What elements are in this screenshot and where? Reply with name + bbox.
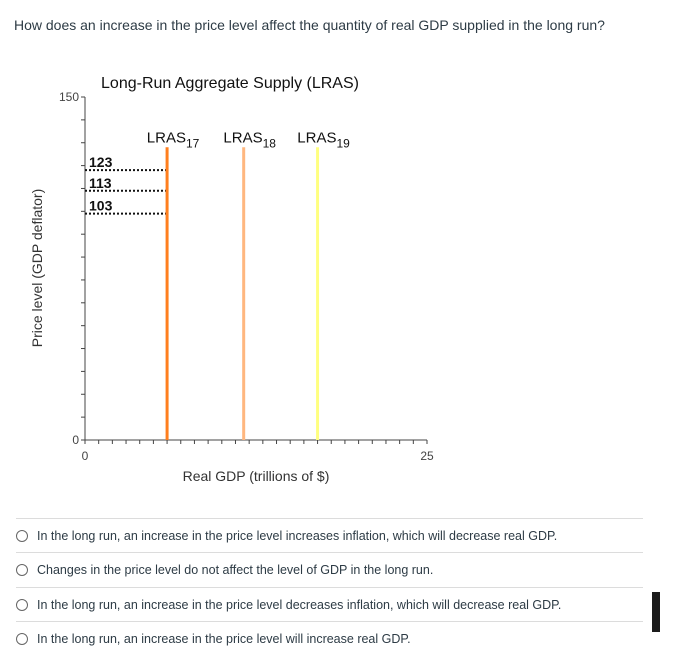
price-level-label: 113 — [89, 175, 112, 191]
chart-title: Long-Run Aggregate Supply (LRAS) — [101, 75, 359, 92]
x-axis-label: Real GDP (trillions of $) — [183, 468, 330, 484]
answer-option[interactable]: In the long run, an increase in the pric… — [16, 586, 643, 622]
y-axis-label: Price level (GDP deflator) — [29, 189, 45, 347]
answer-option[interactable]: Changes in the price level do not affect… — [16, 552, 643, 587]
radio-button[interactable] — [16, 632, 28, 645]
y-tick-label: 150 — [59, 90, 79, 104]
option-label: In the long run, an increase in the pric… — [37, 631, 411, 646]
price-level-label: 103 — [89, 198, 113, 214]
answer-option[interactable]: In the long run, an increase in the pric… — [16, 620, 643, 656]
lras-subscript: 17 — [186, 136, 200, 150]
radio-button[interactable] — [16, 598, 28, 611]
lras-label-19: LRAS19 — [297, 129, 350, 150]
lras-label-17: LRAS17 — [147, 129, 200, 150]
radio-button[interactable] — [16, 564, 28, 577]
y-tick-label: 0 — [72, 433, 79, 447]
price-level-label: 123 — [89, 154, 113, 170]
lras-chart: Long-Run Aggregate Supply (LRAS) Price l… — [29, 75, 434, 484]
question-text: How does an increase in the price level … — [14, 17, 605, 33]
x-tick-label: 0 — [82, 449, 89, 463]
lras-subscript: 18 — [263, 136, 277, 150]
radio-button[interactable] — [16, 530, 28, 542]
option-label: In the long run, an increase in the pric… — [37, 529, 558, 543]
option-label: In the long run, an increase in the pric… — [37, 597, 562, 612]
answer-option[interactable]: In the long run, an increase in the pric… — [16, 518, 643, 553]
lras-subscript: 19 — [336, 136, 350, 150]
scrollbar-thumb[interactable] — [652, 592, 660, 632]
option-label: Changes in the price level do not affect… — [37, 563, 434, 578]
x-tick-label: 25 — [420, 449, 434, 463]
lras-label-18: LRAS18 — [223, 129, 276, 150]
